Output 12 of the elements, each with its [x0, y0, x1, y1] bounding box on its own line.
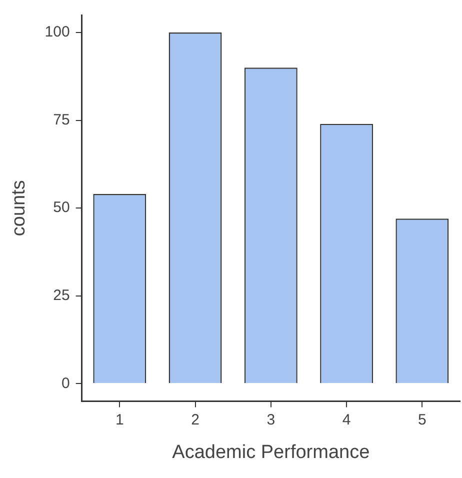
- y-tick-label: 100: [44, 24, 70, 41]
- x-tick-label: 3: [266, 411, 276, 428]
- y-axis-title: counts: [8, 180, 30, 236]
- x-tick-label: 2: [191, 411, 200, 428]
- y-tick-label: 50: [53, 199, 70, 216]
- x-tick-label: 5: [418, 411, 426, 428]
- y-tick-label: 25: [53, 287, 70, 304]
- y-tick-label: 0: [61, 374, 70, 392]
- x-axis-title: Academic Performance: [172, 442, 370, 463]
- x-tick-label: 1: [115, 411, 124, 428]
- y-tick-label: 75: [53, 111, 70, 128]
- x-tick-label: 4: [342, 411, 351, 428]
